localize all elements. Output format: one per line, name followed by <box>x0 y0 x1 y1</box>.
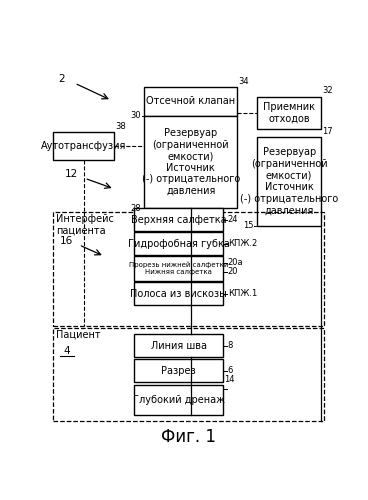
FancyBboxPatch shape <box>134 282 223 305</box>
Text: Верхняя салфетка: Верхняя салфетка <box>131 215 226 225</box>
Text: Глубокий дренаж: Глубокий дренаж <box>132 395 224 405</box>
Text: 4: 4 <box>64 346 70 356</box>
Text: Пациент: Пациент <box>56 330 100 340</box>
Text: 6: 6 <box>228 366 233 375</box>
Text: Фиг. 1: Фиг. 1 <box>161 428 216 446</box>
Text: 30: 30 <box>130 112 141 120</box>
FancyBboxPatch shape <box>134 256 223 280</box>
Text: 32: 32 <box>322 86 333 96</box>
FancyBboxPatch shape <box>257 137 321 226</box>
Text: Аутотрансфузия: Аутотрансфузия <box>41 141 127 151</box>
Text: 17: 17 <box>322 127 333 136</box>
Text: Приемник
отходов: Приемник отходов <box>263 102 315 124</box>
FancyBboxPatch shape <box>134 208 223 232</box>
Text: 8: 8 <box>228 341 233 350</box>
Text: 20а: 20а <box>228 258 243 268</box>
FancyBboxPatch shape <box>53 132 114 160</box>
Text: 2: 2 <box>59 74 65 84</box>
Text: 16: 16 <box>60 236 74 246</box>
Text: 12: 12 <box>65 168 78 178</box>
Text: 20: 20 <box>228 268 238 276</box>
Text: Интерфейс
пациента: Интерфейс пациента <box>56 214 114 236</box>
Text: 38: 38 <box>115 122 126 131</box>
Text: 14: 14 <box>224 375 234 384</box>
FancyBboxPatch shape <box>134 385 223 415</box>
Text: КПЖ.2: КПЖ.2 <box>228 239 257 248</box>
Text: 28: 28 <box>130 204 141 212</box>
Text: Прорезь нижней салфетки
Нижняя салфетка: Прорезь нижней салфетки Нижняя салфетка <box>129 262 228 275</box>
Text: КПЖ.1: КПЖ.1 <box>228 289 257 298</box>
FancyBboxPatch shape <box>134 334 223 357</box>
Text: Резервуар
(ограниченной
емкости)
Источник
(-) отрицательного
давления: Резервуар (ограниченной емкости) Источни… <box>142 128 240 196</box>
Text: Полоса из вискозы: Полоса из вискозы <box>130 288 227 298</box>
FancyBboxPatch shape <box>257 96 321 130</box>
FancyBboxPatch shape <box>134 232 223 255</box>
Text: 34: 34 <box>238 77 248 86</box>
FancyBboxPatch shape <box>144 87 237 116</box>
Text: Отсечной клапан: Отсечной клапан <box>146 96 235 106</box>
Text: 24: 24 <box>228 216 238 224</box>
Text: 15: 15 <box>243 221 254 230</box>
Text: Разрез: Разрез <box>161 366 196 376</box>
Text: Гидрофобная губка: Гидрофобная губка <box>128 238 230 248</box>
Text: Резервуар
(ограниченной
емкости)
Источник
(-) отрицательного
давления: Резервуар (ограниченной емкости) Источни… <box>240 148 338 216</box>
FancyBboxPatch shape <box>144 116 237 208</box>
Text: Линия шва: Линия шва <box>151 340 206 350</box>
FancyBboxPatch shape <box>134 359 223 382</box>
